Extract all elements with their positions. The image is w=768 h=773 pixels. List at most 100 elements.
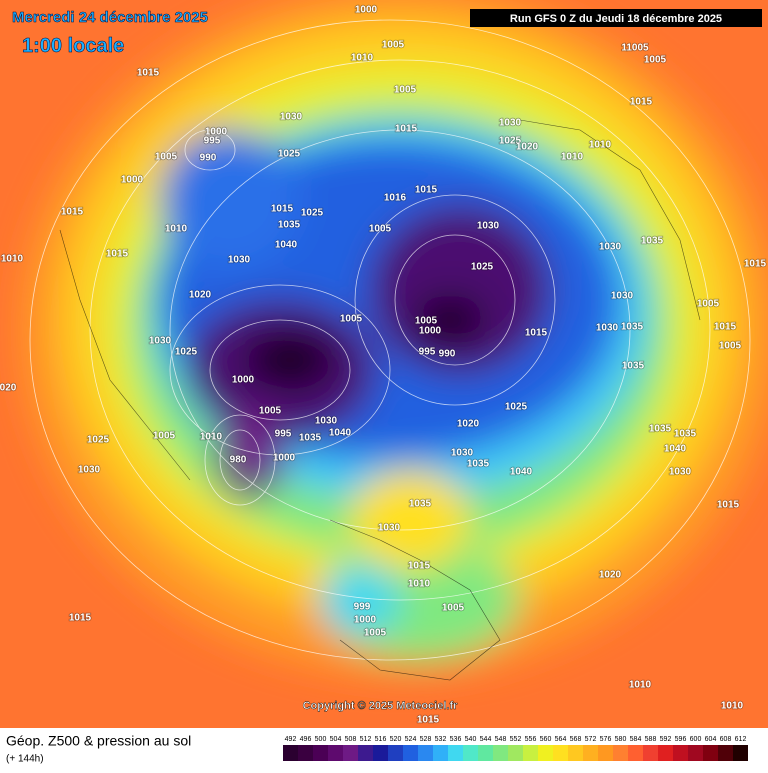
isobar-label: 1005 xyxy=(340,314,363,325)
run-box xyxy=(470,9,762,27)
isobar-label: 1005 xyxy=(394,85,417,96)
scale-label: 520 xyxy=(390,736,402,743)
scale-label: 560 xyxy=(540,736,552,743)
scale-swatch xyxy=(643,745,658,761)
scale-label: 528 xyxy=(420,736,432,743)
isobar-label: 1005 xyxy=(442,603,465,614)
isobar-label: 1030 xyxy=(499,118,522,129)
scale-swatch xyxy=(448,745,463,761)
scale-swatch xyxy=(688,745,703,761)
scale-swatch xyxy=(478,745,493,761)
isobar-label: 1025 xyxy=(499,136,522,147)
scale-swatch xyxy=(733,745,748,761)
isobar-label: 1020 xyxy=(516,142,539,153)
isobar-label: 1000 xyxy=(121,175,144,186)
isobar-label: 020 xyxy=(0,383,17,394)
isobar-label: 1035 xyxy=(622,361,645,372)
forecast-date: Mercredi 24 décembre 2025 xyxy=(12,9,208,26)
isobar-label: 1030 xyxy=(596,323,619,334)
isobar-label: 1000 xyxy=(355,5,378,16)
isobar-label: 1025 xyxy=(301,208,324,219)
scale-swatch xyxy=(718,745,733,761)
scale-label: 612 xyxy=(735,736,747,743)
scale-label: 552 xyxy=(510,736,522,743)
map-field xyxy=(0,0,768,728)
scale-swatch xyxy=(388,745,403,761)
isobar-label: 1000 xyxy=(419,326,442,337)
isobar-label: 1035 xyxy=(649,424,672,435)
scale-label: 596 xyxy=(675,736,687,743)
isobar-label: 11005 xyxy=(621,43,649,54)
scale-label: 564 xyxy=(555,736,567,743)
isobar-label: 1015 xyxy=(415,185,438,196)
isobar-label: 1015 xyxy=(525,328,548,339)
scale-label: 588 xyxy=(645,736,657,743)
isobar-label: 1005 xyxy=(697,299,720,310)
isobar-label: 1005 xyxy=(155,152,178,163)
scale-swatch xyxy=(658,745,673,761)
isobar-label: 1000 xyxy=(205,127,228,138)
isobar-label: 1000 xyxy=(354,615,377,626)
isobar-label: 1020 xyxy=(189,290,212,301)
scale-label: 524 xyxy=(405,736,417,743)
isobar-label: 1025 xyxy=(505,402,528,413)
isobar-label: 1010 xyxy=(408,579,431,590)
scale-label: 508 xyxy=(345,736,357,743)
isobar-label: 995 xyxy=(204,136,221,147)
isobar-label: 1040 xyxy=(275,240,298,251)
scale-swatch xyxy=(298,745,313,761)
scale-swatch xyxy=(538,745,553,761)
scale-label: 600 xyxy=(690,736,702,743)
isobar-label: 1030 xyxy=(149,336,172,347)
isobar-label: 1015 xyxy=(744,259,767,270)
isobar-label: 1010 xyxy=(589,140,612,151)
isobar-label: 1035 xyxy=(467,459,490,470)
isobar-label: 1015 xyxy=(717,500,740,511)
isobar-label: 1010 xyxy=(200,432,223,443)
isobar-label: 980 xyxy=(230,455,247,466)
isobar-label: 1005 xyxy=(415,316,438,327)
scale-label: 492 xyxy=(285,736,297,743)
isobar-label: 1035 xyxy=(299,433,322,444)
isobar-label: 1015 xyxy=(408,561,431,572)
isobar-label: 1010 xyxy=(629,680,652,691)
scale-label: 580 xyxy=(615,736,627,743)
scale-swatch xyxy=(568,745,583,761)
isobar-label: 1040 xyxy=(664,444,687,455)
isobar-label: 1035 xyxy=(641,236,664,247)
scale-label: 500 xyxy=(315,736,327,743)
forecast-time: 1:00 locale xyxy=(22,35,124,57)
isobar-label: 995 xyxy=(419,347,436,358)
isobar-label: 1030 xyxy=(477,221,500,232)
isobar-label: 1005 xyxy=(153,431,176,442)
isobar-label: 1035 xyxy=(409,499,432,510)
isobar-label: 1010 xyxy=(1,254,24,265)
isobar-label: 990 xyxy=(439,349,456,360)
isobar-label: 1010 xyxy=(721,701,744,712)
isobar-label: 1030 xyxy=(599,242,622,253)
scale-label: 544 xyxy=(480,736,492,743)
scale-swatch xyxy=(418,745,433,761)
isobar-label: 1016 xyxy=(384,193,407,204)
isobar-label: 1020 xyxy=(599,570,622,581)
isobar-label: 1035 xyxy=(621,322,644,333)
isobar-label: 1005 xyxy=(382,40,405,51)
scale-label: 540 xyxy=(465,736,477,743)
scale-swatch xyxy=(283,745,298,761)
isobar-label: 1030 xyxy=(78,465,101,476)
scale-label: 532 xyxy=(435,736,447,743)
scale-label: 572 xyxy=(585,736,597,743)
isobar-label: 1005 xyxy=(369,224,392,235)
run-info: Run GFS 0 Z du Jeudi 18 décembre 2025 xyxy=(510,13,722,25)
scale-label: 568 xyxy=(570,736,582,743)
isobar-label: 1030 xyxy=(228,255,251,266)
isobar-label: 1000 xyxy=(273,453,296,464)
scale-label: 576 xyxy=(600,736,612,743)
scale-label: 548 xyxy=(495,736,507,743)
isobar-label: 999 xyxy=(354,602,371,613)
scale-swatch xyxy=(628,745,643,761)
isobar-label: 1040 xyxy=(510,467,533,478)
isobar-label: 990 xyxy=(200,153,217,164)
